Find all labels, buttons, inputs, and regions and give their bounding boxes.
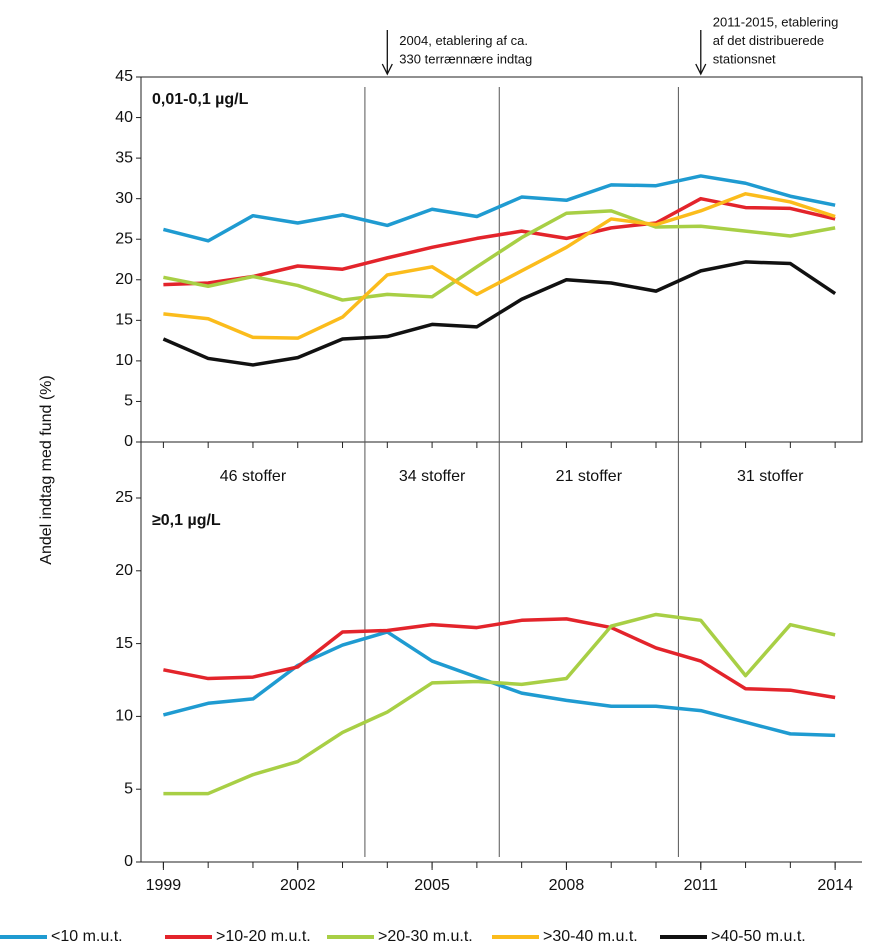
x-tick-label: 2011 [684, 877, 719, 894]
y-tick-label: 15 [115, 635, 133, 652]
annotation-arrowhead [381, 63, 393, 76]
panel-label: ≥0,1 µg/L [152, 512, 221, 529]
annotation-text: af det distribuerede [713, 33, 824, 48]
y-tick-label: 5 [124, 393, 133, 410]
annotation-arrowhead [695, 63, 707, 76]
series-line [162, 174, 836, 243]
y-tick-label: 20 [115, 562, 133, 579]
y-tick-label: 10 [115, 708, 133, 725]
y-tick-label: 15 [115, 312, 133, 329]
y-tick-label: 35 [115, 149, 133, 166]
y-tick-label: 45 [115, 68, 133, 85]
x-tick-label: 2008 [549, 877, 585, 894]
x-tick-label: 2014 [817, 877, 853, 894]
period-label: 31 stoffer [737, 468, 804, 485]
panel-label: 0,01-0,1 µg/L [152, 91, 249, 108]
y-tick-label: 20 [115, 271, 133, 288]
period-label: 34 stoffer [399, 468, 466, 485]
series-line [162, 630, 836, 738]
y-tick-label: 5 [124, 780, 133, 797]
annotation-text: 2004, etablering af ca. [399, 33, 528, 48]
legend-label: >10-20 m.u.t. [216, 928, 311, 945]
y-axis-label: Andel indtag med fund (%) [38, 375, 55, 564]
panel-frame [140, 76, 863, 443]
legend-label: >30-40 m.u.t. [543, 928, 638, 945]
legend-label: >20-30 m.u.t. [378, 928, 473, 945]
y-tick-label: 0 [124, 853, 133, 870]
series-line [163, 192, 836, 340]
series-line [162, 260, 837, 367]
legend-label: <10 m.u.t. [51, 928, 123, 945]
x-tick-label: 2005 [414, 877, 450, 894]
series-line [163, 612, 836, 796]
annotation-text: 2011-2015, etablering [713, 14, 839, 29]
series-line [163, 617, 836, 700]
y-tick-label: 25 [115, 489, 133, 506]
legend-label: >40-50 m.u.t. [711, 928, 806, 945]
y-tick-label: 30 [115, 190, 133, 207]
period-label: 21 stoffer [556, 468, 623, 485]
annotation-text: stationsnet [713, 51, 776, 66]
series-line [163, 209, 836, 302]
x-tick-label: 1999 [146, 877, 182, 894]
period-label: 46 stoffer [220, 468, 287, 485]
y-tick-label: 10 [115, 352, 133, 369]
y-tick-label: 25 [115, 230, 133, 247]
x-tick-label: 2002 [280, 877, 316, 894]
annotation-text: 330 terrænnære indtag [399, 51, 532, 66]
y-tick-label: 0 [124, 433, 133, 450]
y-tick-label: 40 [115, 109, 133, 126]
